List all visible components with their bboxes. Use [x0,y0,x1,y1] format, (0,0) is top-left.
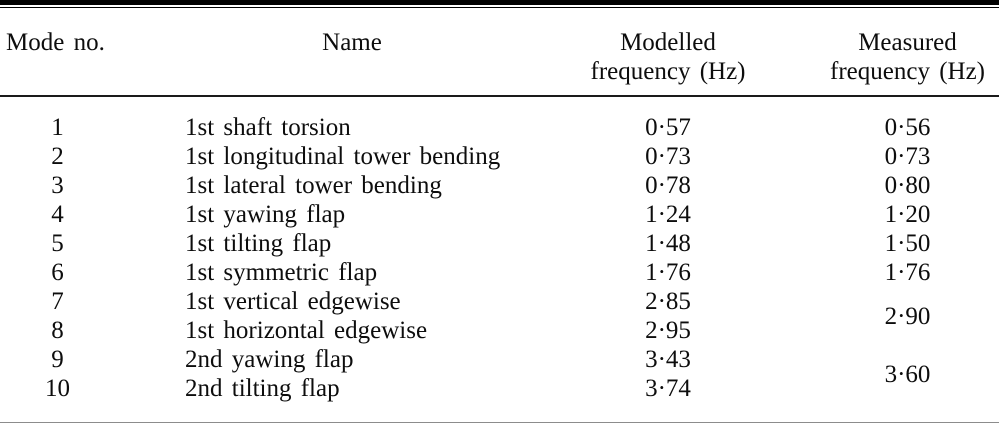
measured-cell: 1·76 [884,259,931,286]
name-cell: 1st vertical edgewise [185,288,401,315]
measured-cell: 0·80 [884,172,931,199]
mode-cell: 1 [51,114,64,141]
name-cell: 2nd tilting flap [185,375,340,402]
modelled-cell: 0·73 [645,143,691,170]
table-top-rule-thick [0,0,999,5]
measured-cell: 1·20 [884,201,931,228]
measured-header-line1: Measured [858,29,957,56]
name-cell: 1st tilting flap [185,230,332,257]
mode-cell: 10 [45,375,70,402]
mode-cell: 6 [51,259,64,286]
mode-cell: 2 [51,143,64,170]
modelled-cell: 3·43 [645,346,691,373]
name-cell: 1st horizontal edgewise [185,317,428,344]
name-cell: 1st symmetric flap [185,259,378,286]
mode-frequency-table: Mode no. Name Modelled frequency (Hz) Me… [0,8,999,403]
column-header-name: Name [140,8,520,97]
modelled-header-line1: Modelled [620,29,716,56]
measured-cell: 0·73 [884,143,931,170]
table-header: Mode no. Name Modelled frequency (Hz) Me… [0,8,999,97]
mode-cell: 4 [51,201,64,228]
modelled-cell: 2·85 [645,288,691,315]
name-cell: 2nd yawing flap [185,346,354,373]
modelled-cell: 0·78 [645,172,691,199]
mode-cell: 9 [51,346,64,373]
table-row: 2 1st longitudinal tower bending 0·73 0·… [0,142,999,171]
modelled-cell: 2·95 [645,317,691,344]
table-top-rule-thin [0,7,999,8]
name-cell: 1st lateral tower bending [185,172,442,199]
measured-cell: 0·56 [884,114,931,141]
modelled-cell: 1·24 [645,201,691,228]
modelled-cell: 1·76 [645,259,691,286]
measured-cell-merged: 3·60 [884,360,931,388]
header-row: Mode no. Name Modelled frequency (Hz) Me… [0,8,999,97]
mode-cell: 3 [51,172,64,199]
table-row: 7 1st vertical edgewise 2·85 2·90 [0,287,999,330]
table-row: 10 2nd tilting flap 3·74 [0,374,999,403]
mode-cell: 7 [51,288,64,315]
table-body: 1 1st shaft torsion 0·57 0·56 2 1st long… [0,96,999,403]
modelled-cell: 1·48 [645,230,691,257]
table-row: 4 1st yawing flap 1·24 1·20 [0,200,999,229]
mode-cell: 8 [51,317,64,344]
name-cell: 1st shaft torsion [185,114,351,141]
table-row: 1 1st shaft torsion 0·57 0·56 [0,96,999,142]
modelled-header-line2: frequency (Hz) [590,58,746,85]
column-header-mode-no: Mode no. [0,8,140,97]
column-header-measured-frequency: Measured frequency (Hz) [816,8,999,97]
column-header-modelled-frequency: Modelled frequency (Hz) [520,8,816,97]
name-cell: 1st yawing flap [185,201,346,228]
table-row: 8 1st horizontal edgewise 2·95 [0,316,999,345]
table-row: 6 1st symmetric flap 1·76 1·76 [0,258,999,287]
mode-cell: 5 [51,230,64,257]
table-row: 5 1st tilting flap 1·48 1·50 [0,229,999,258]
table-bottom-rule [0,422,999,423]
modelled-cell: 0·57 [645,114,691,141]
table-row: 3 1st lateral tower bending 0·78 0·80 [0,171,999,200]
measured-header-line2: frequency (Hz) [830,58,985,85]
table-row: 9 2nd yawing flap 3·43 3·60 [0,345,999,388]
name-cell: 1st longitudinal tower bending [185,143,501,170]
modelled-cell: 3·74 [645,375,691,402]
measured-cell-merged: 2·90 [884,302,931,330]
measured-cell: 1·50 [884,230,931,257]
